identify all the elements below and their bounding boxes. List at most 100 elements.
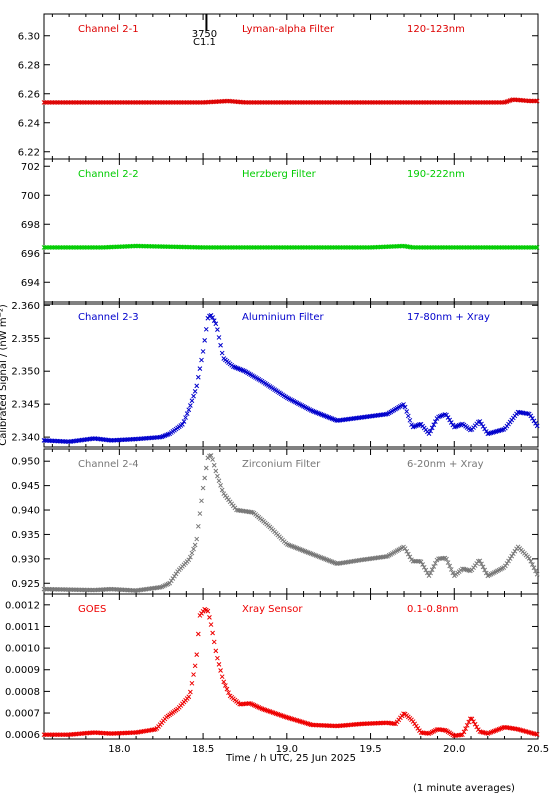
- data-point: [531, 565, 537, 571]
- data-point: [186, 694, 192, 700]
- y-tick-label: 0.0009: [5, 665, 40, 676]
- data-point: [170, 576, 176, 581]
- y-tick-label: 702: [21, 162, 40, 173]
- data-point: [218, 483, 223, 488]
- y-tick-label: 0.950: [11, 457, 40, 468]
- data-point: [189, 680, 195, 686]
- data-point: [192, 663, 198, 669]
- data-point: [429, 567, 435, 573]
- data-point: [448, 420, 454, 425]
- data-point: [210, 630, 215, 636]
- data-point: [216, 335, 222, 340]
- data-point: [191, 546, 196, 552]
- data-point: [210, 457, 215, 462]
- y-tick-label: 6.26: [18, 89, 40, 100]
- data-point: [450, 570, 456, 576]
- data-point: [530, 416, 535, 421]
- panel-channel-2-3: 2.340 2.345 2.350 2.355 2.360 Channel 2-3 Alum…: [11, 301, 540, 448]
- data-point: [216, 661, 222, 667]
- data-point: [533, 98, 538, 104]
- panel-channel-label: Channel 2-1: [78, 24, 139, 35]
- x-axis-label: Time / h UTC, 25 Jun 2025: [225, 753, 356, 764]
- y-tick-label: 0.940: [11, 506, 40, 517]
- data-point: [211, 318, 217, 323]
- x-tick-label: 20.5: [527, 744, 549, 755]
- data-point: [186, 407, 192, 413]
- data-point: [218, 668, 223, 673]
- data-point: [200, 485, 206, 491]
- data-points: [41, 243, 540, 250]
- data-points: [41, 97, 540, 105]
- data-point: [194, 652, 200, 657]
- data-point: [404, 548, 410, 554]
- data-point: [199, 357, 204, 363]
- data-point: [482, 426, 488, 432]
- data-point: [506, 558, 511, 564]
- data-point: [432, 560, 438, 566]
- panel-channel-2-4: 0.925 0.930 0.935 0.940 0.945 0.950 Channel 2-…: [11, 448, 540, 595]
- data-point: [531, 418, 537, 424]
- panel-filter-label: Zirconium Filter: [242, 459, 321, 470]
- data-point: [509, 553, 515, 559]
- data-point: [211, 639, 217, 645]
- data-point: [464, 722, 470, 728]
- panel-band-label: 17-80nm + Xray: [407, 312, 490, 323]
- event-marker-label-2: C1.1: [193, 37, 216, 48]
- footnote: (1 minute averages): [413, 783, 515, 794]
- data-point: [445, 415, 451, 420]
- data-point: [203, 465, 209, 471]
- data-point: [525, 411, 530, 417]
- panel-frame: [43, 448, 539, 595]
- data-point: [207, 615, 212, 620]
- data-point: [199, 498, 204, 504]
- panel-band-label: 0.1-0.8nm: [407, 604, 459, 615]
- data-point: [202, 475, 208, 481]
- x-tick-label: 20.0: [443, 744, 465, 755]
- y-axis-label: Calibrated Signal / (nW m⁻²): [0, 304, 9, 446]
- y-tick-label: 0.0007: [5, 709, 40, 720]
- data-points: [41, 453, 540, 593]
- data-point: [188, 554, 193, 560]
- data-point: [173, 571, 179, 577]
- data-point: [194, 536, 200, 542]
- data-point: [423, 567, 429, 573]
- data-point: [189, 550, 195, 556]
- panel-goes: 0.0006 0.0007 0.0008 0.0009 0.0010 0.0011 0.00…: [5, 593, 549, 755]
- y-tick-label: 6.30: [18, 31, 40, 42]
- data-point: [167, 580, 173, 586]
- panel-frame: [43, 158, 539, 305]
- data-point: [197, 511, 203, 516]
- panel-band-label: 190-222nm: [407, 169, 465, 180]
- data-point: [501, 100, 507, 105]
- data-point: [512, 548, 518, 554]
- data-point: [168, 578, 174, 584]
- data-point: [211, 462, 217, 468]
- data-point: [210, 315, 215, 320]
- data-point: [246, 701, 252, 706]
- data-point: [420, 562, 425, 567]
- data-point: [188, 403, 193, 408]
- data-point: [194, 383, 200, 389]
- data-point: [533, 421, 538, 426]
- y-tick-label: 0.930: [11, 554, 40, 565]
- data-point: [477, 419, 483, 424]
- data-point: [477, 558, 483, 564]
- data-point: [402, 404, 408, 410]
- data-point: [528, 558, 534, 564]
- panel-band-label: 120-123nm: [407, 24, 465, 35]
- data-point: [483, 429, 489, 434]
- y-tick-label: 0.0006: [5, 730, 40, 741]
- data-point: [208, 453, 214, 458]
- data-point: [405, 413, 411, 419]
- data-point: [428, 428, 433, 434]
- data-point: [479, 421, 484, 427]
- data-point: [407, 417, 413, 423]
- y-tick-label: 2.345: [11, 400, 40, 411]
- data-point: [471, 719, 476, 724]
- panel-channel-2-2: 694 696 698 700 702 Channel 2-2 Herzberg Filte…: [21, 158, 540, 305]
- data-point: [226, 690, 231, 696]
- data-point: [480, 564, 486, 570]
- data-point: [504, 561, 510, 566]
